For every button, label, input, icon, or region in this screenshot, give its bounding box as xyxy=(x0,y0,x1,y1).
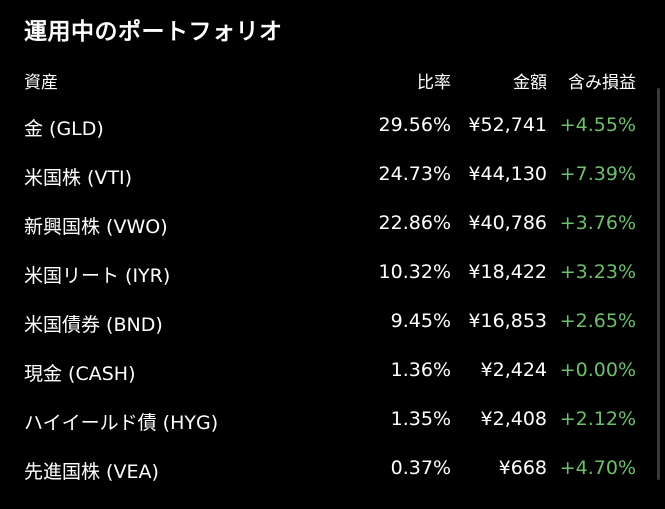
column-header-pl: 含み損益 xyxy=(568,73,636,93)
column-header-amount: 金額 xyxy=(513,73,547,93)
asset-name: 現金 (CASH) xyxy=(24,363,136,385)
asset-name: ハイイールド債 (HYG) xyxy=(24,412,219,434)
table-row[interactable]: 現金 (CASH) 1.36% ¥2,424 +0.00% xyxy=(24,359,636,389)
asset-amount: ¥40,786 xyxy=(468,212,547,234)
asset-ratio: 0.37% xyxy=(390,457,451,479)
asset-unrealized-pl: +3.76% xyxy=(559,212,636,234)
asset-unrealized-pl: +2.12% xyxy=(559,408,636,430)
table-row[interactable]: 米国債券 (BND) 9.45% ¥16,853 +2.65% xyxy=(24,310,636,340)
asset-ratio: 9.45% xyxy=(390,310,451,332)
table-row[interactable]: 米国リート (IYR) 10.32% ¥18,422 +3.23% xyxy=(24,261,636,291)
asset-amount: ¥668 xyxy=(498,457,547,479)
asset-ratio: 22.86% xyxy=(378,212,451,234)
asset-name: 米国債券 (BND) xyxy=(24,314,163,336)
table-row[interactable]: 先進国株 (VEA) 0.37% ¥668 +4.70% xyxy=(24,457,636,487)
asset-unrealized-pl: +4.55% xyxy=(559,114,636,136)
asset-unrealized-pl: +0.00% xyxy=(559,359,636,381)
asset-amount: ¥16,853 xyxy=(468,310,547,332)
asset-amount: ¥52,741 xyxy=(468,114,547,136)
asset-unrealized-pl: +2.65% xyxy=(559,310,636,332)
asset-amount: ¥2,408 xyxy=(480,408,547,430)
asset-name: 米国株 (VTI) xyxy=(24,167,133,189)
asset-name: 米国リート (IYR) xyxy=(24,265,171,287)
asset-name: 先進国株 (VEA) xyxy=(24,461,159,483)
column-header-ratio: 比率 xyxy=(417,73,451,93)
asset-unrealized-pl: +7.39% xyxy=(559,163,636,185)
table-row[interactable]: 米国株 (VTI) 24.73% ¥44,130 +7.39% xyxy=(24,163,636,193)
asset-name: 新興国株 (VWO) xyxy=(24,216,168,238)
asset-amount: ¥18,422 xyxy=(468,261,547,283)
table-row[interactable]: 新興国株 (VWO) 22.86% ¥40,786 +3.76% xyxy=(24,212,636,242)
table-header: 資産 比率 金額 含み損益 xyxy=(24,68,636,93)
asset-ratio: 29.56% xyxy=(378,114,451,136)
asset-amount: ¥2,424 xyxy=(480,359,547,381)
asset-ratio: 1.35% xyxy=(390,408,451,430)
table-row[interactable]: ハイイールド債 (HYG) 1.35% ¥2,408 +2.12% xyxy=(24,408,636,438)
asset-name: 金 (GLD) xyxy=(24,118,104,140)
page-title: 運用中のポートフォリオ xyxy=(24,19,283,45)
column-header-asset: 資産 xyxy=(24,73,58,93)
asset-unrealized-pl: +3.23% xyxy=(559,261,636,283)
asset-ratio: 24.73% xyxy=(378,163,451,185)
asset-unrealized-pl: +4.70% xyxy=(559,457,636,479)
table-row[interactable]: 金 (GLD) 29.56% ¥52,741 +4.55% xyxy=(24,114,636,144)
scrollbar[interactable] xyxy=(657,88,660,480)
asset-amount: ¥44,130 xyxy=(468,163,547,185)
asset-ratio: 10.32% xyxy=(378,261,451,283)
asset-ratio: 1.36% xyxy=(390,359,451,381)
